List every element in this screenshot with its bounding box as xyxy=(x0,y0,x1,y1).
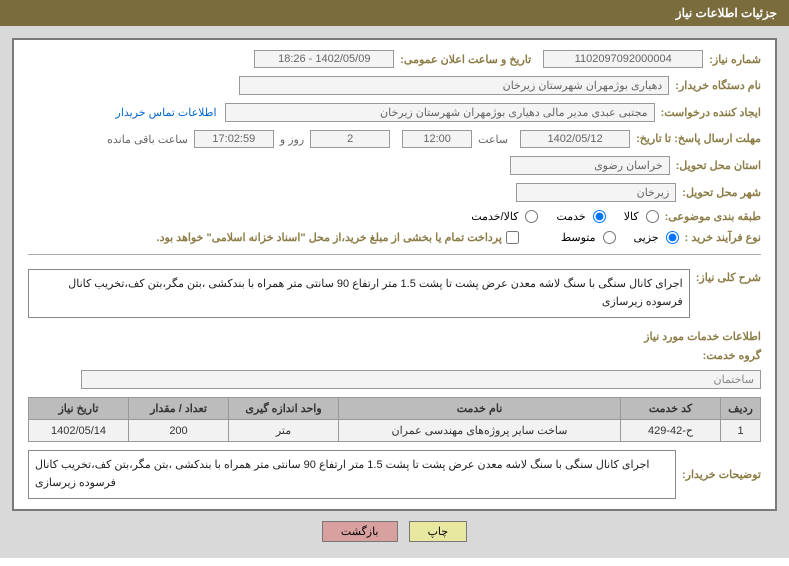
city-field: زیرخان xyxy=(516,183,676,202)
service-group-field: ساختمان xyxy=(81,370,761,389)
buyer-notes-label: توضیحات خریدار: xyxy=(682,450,761,481)
print-button[interactable]: چاپ xyxy=(409,521,468,542)
th-code: کد خدمت xyxy=(621,398,721,420)
category-label: طبقه بندی موضوعی: xyxy=(665,210,761,223)
cell-unit: متر xyxy=(229,420,339,442)
cell-idx: 1 xyxy=(721,420,761,442)
row-overview: شرح کلی نیاز: اجرای کانال سنگی با سنگ لا… xyxy=(28,265,761,322)
days-field: 2 xyxy=(310,130,390,148)
page-header: جزئیات اطلاعات نیاز xyxy=(0,0,789,26)
header-title: جزئیات اطلاعات نیاز xyxy=(676,6,777,20)
treasury-label: پرداخت تمام یا بخشی از مبلغ خرید،از محل … xyxy=(157,231,502,244)
content-area: شماره نیاز: 1102097092000004 تاریخ و ساع… xyxy=(0,26,789,558)
time-label: ساعت xyxy=(478,133,508,146)
table-row: 1 ح-42-429 ساخت سایر پروژه‌های مهندسی عم… xyxy=(29,420,761,442)
th-row: ردیف xyxy=(721,398,761,420)
buyer-notes-box: اجرای کانال سنگی با سنگ لاشه معدن عرض پش… xyxy=(28,450,676,499)
radio-service[interactable] xyxy=(593,210,606,223)
radio-medium[interactable] xyxy=(603,231,616,244)
radio-medium-label: متوسط xyxy=(561,231,596,244)
row-deadline: مهلت ارسال پاسخ: تا تاریخ: 1402/05/12 سا… xyxy=(28,130,761,148)
radio-minor-label: جزیی xyxy=(634,231,659,244)
deadline-label: مهلت ارسال پاسخ: تا تاریخ: xyxy=(636,132,761,146)
row-buyer-notes: توضیحات خریدار: اجرای کانال سنگی با سنگ … xyxy=(28,450,761,499)
days-label: روز و xyxy=(280,133,304,146)
province-field: خراسان رضوی xyxy=(510,156,670,175)
province-label: استان محل تحویل: xyxy=(676,159,761,172)
process-radio-group: جزیی متوسط xyxy=(547,231,679,244)
city-label: شهر محل تحویل: xyxy=(682,186,761,199)
cell-date: 1402/05/14 xyxy=(29,420,129,442)
announce-label: تاریخ و ساعت اعلان عمومی: xyxy=(400,53,531,66)
services-table: ردیف کد خدمت نام خدمت واحد اندازه گیری ت… xyxy=(28,397,761,442)
separator-1 xyxy=(28,254,761,255)
radio-both-label: کالا/خدمت xyxy=(471,210,518,223)
overview-box: اجرای کانال سنگی با سنگ لاشه معدن عرض پش… xyxy=(28,269,690,318)
cell-code: ح-42-429 xyxy=(621,420,721,442)
radio-goods-label: کالا xyxy=(624,210,639,223)
cell-qty: 200 xyxy=(129,420,229,442)
radio-both[interactable] xyxy=(525,210,538,223)
deadline-date-field: 1402/05/12 xyxy=(520,130,630,148)
radio-goods[interactable] xyxy=(646,210,659,223)
need-no-field: 1102097092000004 xyxy=(543,50,703,68)
row-buyer-org: نام دستگاه خریدار: دهیاری بوژمهران شهرست… xyxy=(28,76,761,95)
main-panel: شماره نیاز: 1102097092000004 تاریخ و ساع… xyxy=(12,38,777,511)
announce-field: 1402/05/09 - 18:26 xyxy=(254,50,394,68)
row-city: شهر محل تحویل: زیرخان xyxy=(28,183,761,202)
category-radio-group: کالا خدمت کالا/خدمت xyxy=(457,210,658,223)
buyer-contact-link[interactable]: اطلاعات تماس خریدار xyxy=(116,106,217,119)
process-label: نوع فرآیند خرید : xyxy=(685,231,761,244)
button-row: چاپ بازگشت xyxy=(12,511,777,546)
row-category: طبقه بندی موضوعی: کالا خدمت کالا/خدمت xyxy=(28,210,761,223)
deadline-time-field: 12:00 xyxy=(402,130,472,148)
back-button[interactable]: بازگشت xyxy=(322,521,398,542)
buyer-org-label: نام دستگاه خریدار: xyxy=(675,79,761,92)
radio-minor[interactable] xyxy=(666,231,679,244)
th-name: نام خدمت xyxy=(339,398,621,420)
overview-label: شرح کلی نیاز: xyxy=(696,265,761,284)
services-title: اطلاعات خدمات مورد نیاز xyxy=(28,330,761,343)
remain-time-field: 17:02:59 xyxy=(194,130,274,148)
row-service-group-field: ساختمان xyxy=(28,370,761,389)
treasury-checkbox[interactable] xyxy=(506,231,519,244)
row-requester: ایجاد کننده درخواست: مجتبی عبدی مدیر مال… xyxy=(28,103,761,122)
row-process: نوع فرآیند خرید : جزیی متوسط پرداخت تمام… xyxy=(28,231,761,244)
row-province: استان محل تحویل: خراسان رضوی xyxy=(28,156,761,175)
th-unit: واحد اندازه گیری xyxy=(229,398,339,420)
buyer-org-field: دهیاری بوژمهران شهرستان زیرخان xyxy=(239,76,669,95)
service-group-label: گروه خدمت: xyxy=(703,349,761,362)
row-service-group: گروه خدمت: xyxy=(28,349,761,362)
table-header-row: ردیف کد خدمت نام خدمت واحد اندازه گیری ت… xyxy=(29,398,761,420)
treasury-checkbox-row: پرداخت تمام یا بخشی از مبلغ خرید،از محل … xyxy=(157,231,519,244)
radio-service-label: خدمت xyxy=(556,210,585,223)
remain-label: ساعت باقی مانده xyxy=(107,133,188,146)
cell-name: ساخت سایر پروژه‌های مهندسی عمران xyxy=(339,420,621,442)
requester-field: مجتبی عبدی مدیر مالی دهیاری بوژمهران شهر… xyxy=(225,103,655,122)
th-qty: تعداد / مقدار xyxy=(129,398,229,420)
row-need-number: شماره نیاز: 1102097092000004 تاریخ و ساع… xyxy=(28,50,761,68)
th-date: تاریخ نیاز xyxy=(29,398,129,420)
need-no-label: شماره نیاز: xyxy=(709,53,761,66)
requester-label: ایجاد کننده درخواست: xyxy=(661,106,761,119)
